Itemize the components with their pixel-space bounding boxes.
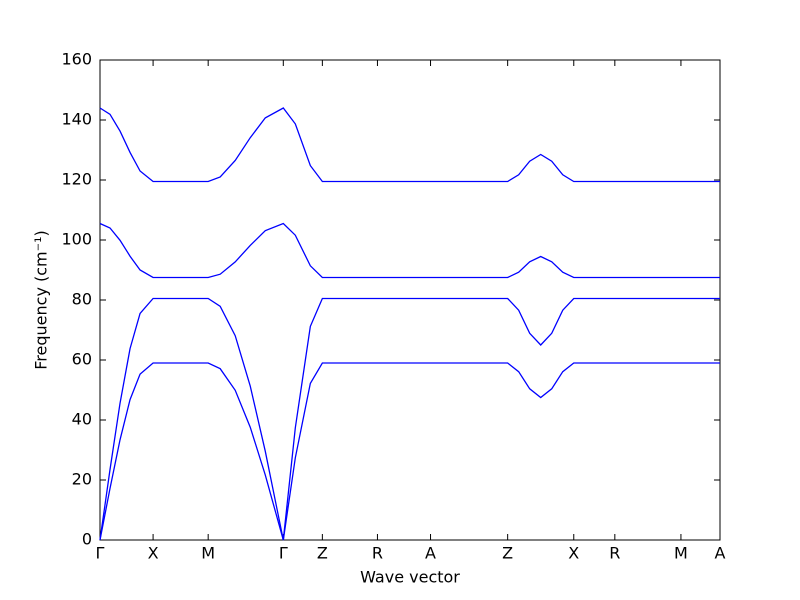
band-line bbox=[99, 107, 720, 183]
x-tick-label: R bbox=[372, 544, 383, 563]
y-tick-label: 0 bbox=[82, 530, 92, 549]
x-tick-label: A bbox=[715, 544, 726, 563]
y-tick-label: 40 bbox=[72, 410, 92, 429]
x-tick-label: M bbox=[201, 544, 215, 563]
y-tick-label: 20 bbox=[72, 470, 92, 489]
y-tick-label: 160 bbox=[61, 50, 92, 69]
y-tick-label: 60 bbox=[72, 350, 92, 369]
x-tick-label: Γ bbox=[279, 544, 288, 563]
x-tick-label: Γ bbox=[96, 544, 105, 563]
x-tick-label: X bbox=[148, 544, 159, 563]
x-tick-label: R bbox=[609, 544, 620, 563]
x-tick-label: A bbox=[425, 544, 436, 563]
x-tick-label: M bbox=[674, 544, 688, 563]
plot-frame bbox=[99, 59, 721, 541]
band-line bbox=[99, 222, 720, 279]
x-tick-label: X bbox=[568, 544, 579, 563]
y-axis-label: Frequency (cm⁻¹) bbox=[32, 230, 51, 369]
band-line bbox=[99, 362, 720, 541]
y-tick-label: 80 bbox=[72, 290, 92, 309]
y-tick-label: 140 bbox=[61, 110, 92, 129]
band-line bbox=[99, 297, 720, 541]
x-tick-label: Z bbox=[317, 544, 328, 563]
y-tick-label: 100 bbox=[61, 230, 92, 249]
x-axis-label: Wave vector bbox=[360, 568, 460, 587]
x-tick-label: Z bbox=[502, 544, 513, 563]
y-tick-label: 120 bbox=[61, 170, 92, 189]
